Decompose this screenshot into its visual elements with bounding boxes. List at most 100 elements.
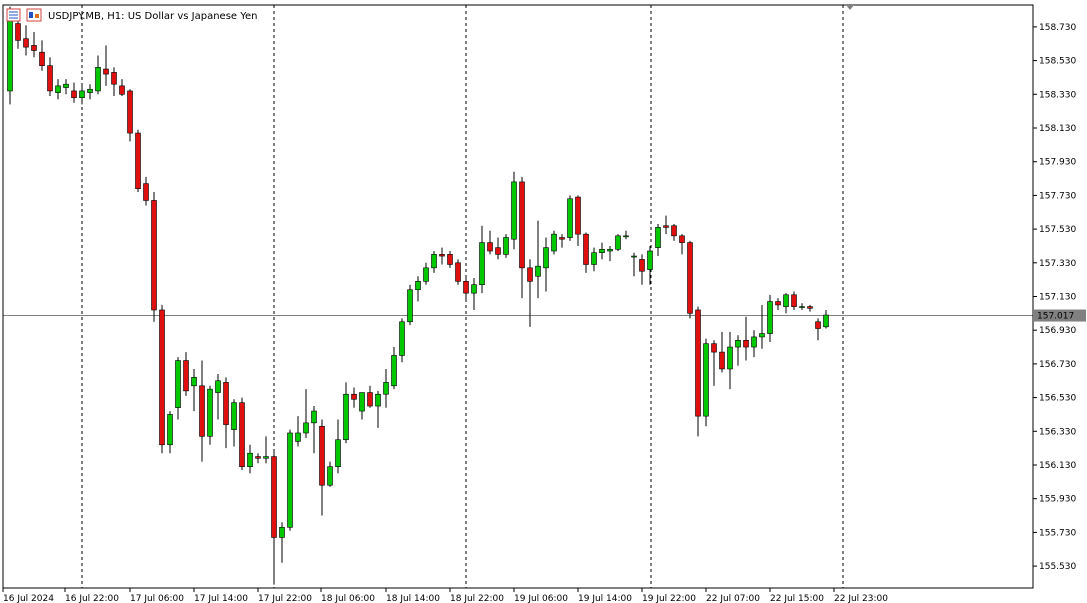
candle[interactable] — [543, 237, 549, 292]
candle[interactable] — [783, 293, 789, 314]
candle[interactable] — [311, 406, 317, 454]
candle[interactable] — [431, 251, 437, 273]
candle[interactable] — [135, 129, 141, 193]
candle[interactable] — [263, 436, 269, 464]
candle[interactable] — [303, 389, 309, 439]
candle[interactable] — [191, 368, 197, 412]
candle[interactable] — [551, 230, 557, 255]
candle[interactable] — [647, 245, 653, 285]
candle[interactable] — [487, 230, 493, 255]
candle[interactable] — [495, 237, 501, 260]
candle[interactable] — [63, 79, 69, 95]
candle[interactable] — [631, 252, 637, 277]
candle[interactable] — [823, 309, 829, 329]
candle[interactable] — [503, 234, 509, 258]
candle[interactable] — [575, 195, 581, 246]
candle[interactable] — [127, 89, 133, 142]
candle[interactable] — [775, 298, 781, 310]
candle[interactable] — [447, 251, 453, 268]
candle[interactable] — [71, 82, 77, 103]
candle[interactable] — [527, 259, 533, 327]
candle[interactable] — [791, 291, 797, 310]
candles-layer[interactable] — [7, 6, 829, 585]
candle[interactable] — [407, 284, 413, 326]
candle[interactable] — [743, 316, 749, 361]
candle[interactable] — [39, 40, 45, 71]
candle[interactable] — [807, 304, 813, 312]
candle[interactable] — [439, 247, 445, 265]
candle[interactable] — [735, 335, 741, 366]
candle[interactable] — [751, 330, 757, 358]
candle[interactable] — [615, 234, 621, 252]
candle[interactable] — [143, 176, 149, 206]
candle[interactable] — [79, 85, 85, 105]
candle[interactable] — [207, 385, 213, 445]
candle[interactable] — [159, 304, 165, 454]
candle[interactable] — [215, 374, 221, 420]
candle[interactable] — [295, 416, 301, 447]
candle[interactable] — [47, 57, 53, 96]
candle[interactable] — [391, 347, 397, 390]
candle[interactable] — [255, 453, 261, 464]
candle[interactable] — [799, 303, 805, 310]
candle[interactable] — [511, 171, 517, 250]
candle[interactable] — [727, 331, 733, 390]
candle[interactable] — [399, 318, 405, 363]
candle[interactable] — [655, 224, 661, 257]
candle[interactable] — [151, 192, 157, 322]
candle[interactable] — [703, 338, 709, 427]
candle[interactable] — [87, 84, 93, 100]
candle[interactable] — [519, 176, 525, 299]
candle[interactable] — [199, 360, 205, 462]
candle[interactable] — [103, 45, 109, 86]
candle[interactable] — [463, 277, 469, 302]
candle[interactable] — [679, 234, 685, 255]
candle[interactable] — [183, 352, 189, 396]
candle[interactable] — [591, 247, 597, 272]
candle[interactable] — [175, 357, 181, 420]
candle[interactable] — [367, 385, 373, 408]
candle[interactable] — [335, 419, 341, 474]
candle[interactable] — [711, 340, 717, 386]
candle[interactable] — [583, 232, 589, 273]
candle[interactable] — [319, 419, 325, 516]
candle[interactable] — [111, 67, 117, 96]
candle[interactable] — [271, 451, 277, 585]
candle[interactable] — [375, 390, 381, 428]
candle[interactable] — [671, 224, 677, 241]
candle[interactable] — [607, 245, 613, 262]
candle[interactable] — [535, 220, 541, 299]
time-axis[interactable]: 16 Jul 2024 16 Jul 22:00 17 Jul 06:00 17 Ju… — [2, 588, 888, 603]
candle[interactable] — [815, 318, 821, 341]
candle[interactable] — [415, 276, 421, 302]
candle[interactable] — [55, 79, 61, 100]
candle[interactable] — [31, 31, 37, 58]
candle[interactable] — [327, 461, 333, 487]
candle[interactable] — [247, 444, 253, 474]
candle[interactable] — [351, 387, 357, 408]
candle[interactable] — [23, 25, 29, 56]
candle[interactable] — [695, 306, 701, 437]
candle[interactable] — [383, 368, 389, 408]
candle[interactable] — [239, 397, 245, 471]
candle[interactable] — [287, 429, 293, 531]
candle[interactable] — [639, 254, 645, 285]
candle[interactable] — [567, 195, 573, 241]
candle[interactable] — [559, 234, 565, 248]
candle[interactable] — [223, 377, 229, 449]
candle[interactable] — [719, 331, 725, 373]
candle[interactable] — [599, 242, 605, 260]
candle[interactable] — [479, 225, 485, 294]
candle[interactable] — [423, 262, 429, 285]
candle[interactable] — [759, 304, 765, 349]
candle[interactable] — [767, 294, 773, 342]
candle[interactable] — [343, 382, 349, 444]
candle[interactable] — [95, 55, 101, 95]
candle[interactable] — [455, 259, 461, 285]
candle[interactable] — [359, 392, 365, 420]
candle[interactable] — [279, 522, 285, 563]
candle[interactable] — [687, 240, 693, 319]
shift-chart-marker-icon[interactable] — [846, 5, 854, 10]
